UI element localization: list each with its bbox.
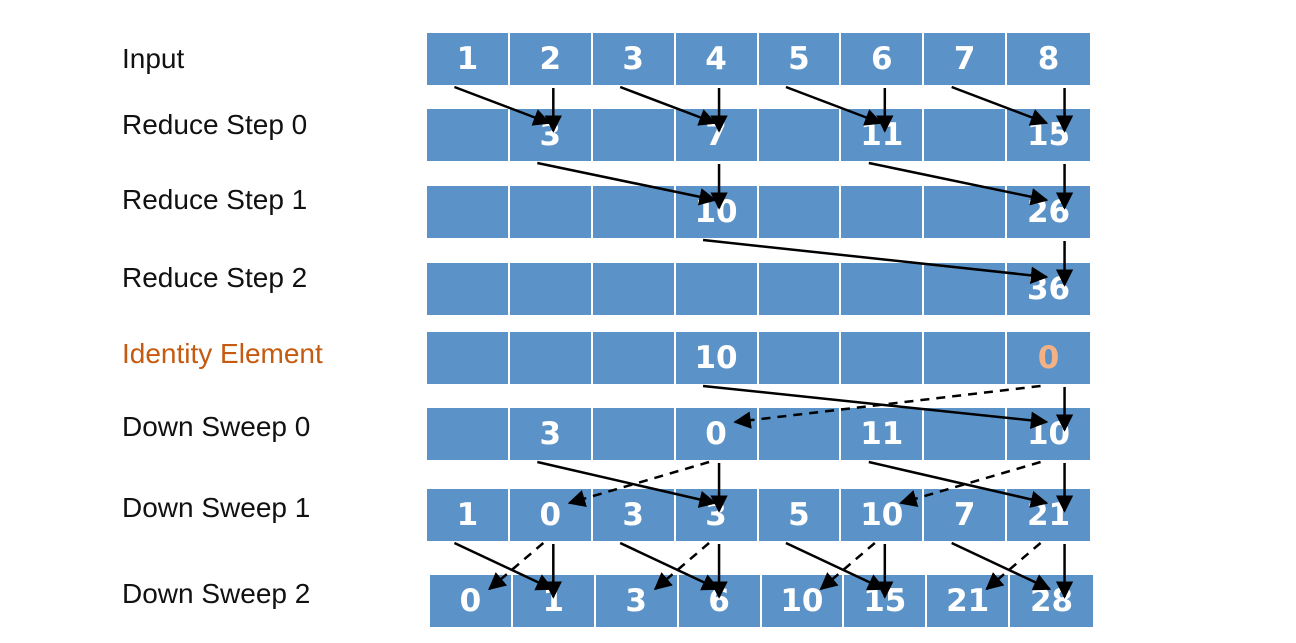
array-cell [924, 408, 1008, 460]
array-cell: 4 [675, 33, 759, 85]
array-cell: 5 [758, 33, 842, 85]
array-row: 36 [427, 263, 1090, 315]
row-label: Identity Element [122, 338, 323, 369]
array-cell: 7 [924, 33, 1008, 85]
array-cell: 28 [1010, 575, 1093, 627]
array-cell [592, 109, 676, 161]
row-label: Down Sweep 0 [122, 411, 311, 442]
array-cell: 3 [509, 408, 593, 460]
array-cell: 0 [430, 575, 513, 627]
array-cell: 0 [509, 489, 593, 541]
array-cell: 0 [675, 408, 759, 460]
array-cell: 7 [924, 489, 1008, 541]
array-cell [924, 109, 1008, 161]
array-cell [427, 186, 510, 238]
array-cell [427, 263, 510, 315]
array-cell: 1 [427, 33, 510, 85]
array-row: 10 0 [427, 332, 1090, 384]
array-cell [841, 263, 925, 315]
array-row: 3 0 11 10 [427, 408, 1090, 460]
array-cell [758, 408, 842, 460]
array-cell: 15 [844, 575, 928, 627]
row-label: Reduce Step 0 [122, 109, 308, 140]
array-cell: 10 [675, 332, 759, 384]
array-cell: 11 [841, 109, 925, 161]
array-cell: 21 [927, 575, 1011, 627]
array-cell: 10 [841, 489, 925, 541]
array-cell [758, 332, 842, 384]
row-label: Input [122, 43, 185, 74]
array-cell: 6 [678, 575, 762, 627]
array-cell [427, 332, 510, 384]
array-cell: 21 [1007, 489, 1090, 541]
array-cell [592, 408, 676, 460]
array-cell: 15 [1007, 109, 1090, 161]
array-cell [758, 109, 842, 161]
array-cell [509, 186, 593, 238]
array-cell [841, 332, 925, 384]
array-cell [509, 263, 593, 315]
array-cell [675, 263, 759, 315]
array-row: 0 1 3 6 10 15 21 28 [430, 575, 1093, 627]
array-cell: 11 [841, 408, 925, 460]
array-cell: 10 [761, 575, 845, 627]
array-cell: 6 [841, 33, 925, 85]
array-cell: 1 [427, 489, 510, 541]
array-cell: 0 [1007, 332, 1090, 384]
array-cell: 3 [592, 489, 676, 541]
array-cell: 3 [592, 33, 676, 85]
array-cell: 3 [509, 109, 593, 161]
array-cell [758, 263, 842, 315]
array-cell: 36 [1007, 263, 1090, 315]
array-cell [509, 332, 593, 384]
row-label: Down Sweep 1 [122, 492, 311, 523]
array-cell: 1 [512, 575, 596, 627]
array-cell: 3 [675, 489, 759, 541]
array-row: 3 7 11 15 [427, 109, 1090, 161]
array-cell: 10 [675, 186, 759, 238]
array-cell: 8 [1007, 33, 1090, 85]
row-label: Reduce Step 2 [122, 262, 308, 293]
array-row: 10 26 [427, 186, 1090, 238]
array-cell [427, 109, 510, 161]
array-cell: 5 [758, 489, 842, 541]
array-cell: 26 [1007, 186, 1090, 238]
array-cell: 7 [675, 109, 759, 161]
array-cell [592, 332, 676, 384]
array-cell [924, 332, 1008, 384]
array-cell [841, 186, 925, 238]
array-cell: 10 [1007, 408, 1090, 460]
row-label: Down Sweep 2 [122, 578, 311, 609]
row-label: Reduce Step 1 [122, 184, 308, 215]
array-cell [758, 186, 842, 238]
array-cell: 3 [595, 575, 679, 627]
array-cell [592, 186, 676, 238]
array-row: 1 0 3 3 5 10 7 21 [427, 489, 1090, 541]
array-cell: 2 [509, 33, 593, 85]
array-cell [427, 408, 510, 460]
array-cell [924, 263, 1008, 315]
array-cell [924, 186, 1008, 238]
array-cell [592, 263, 676, 315]
diagram-background [52, 0, 1138, 643]
